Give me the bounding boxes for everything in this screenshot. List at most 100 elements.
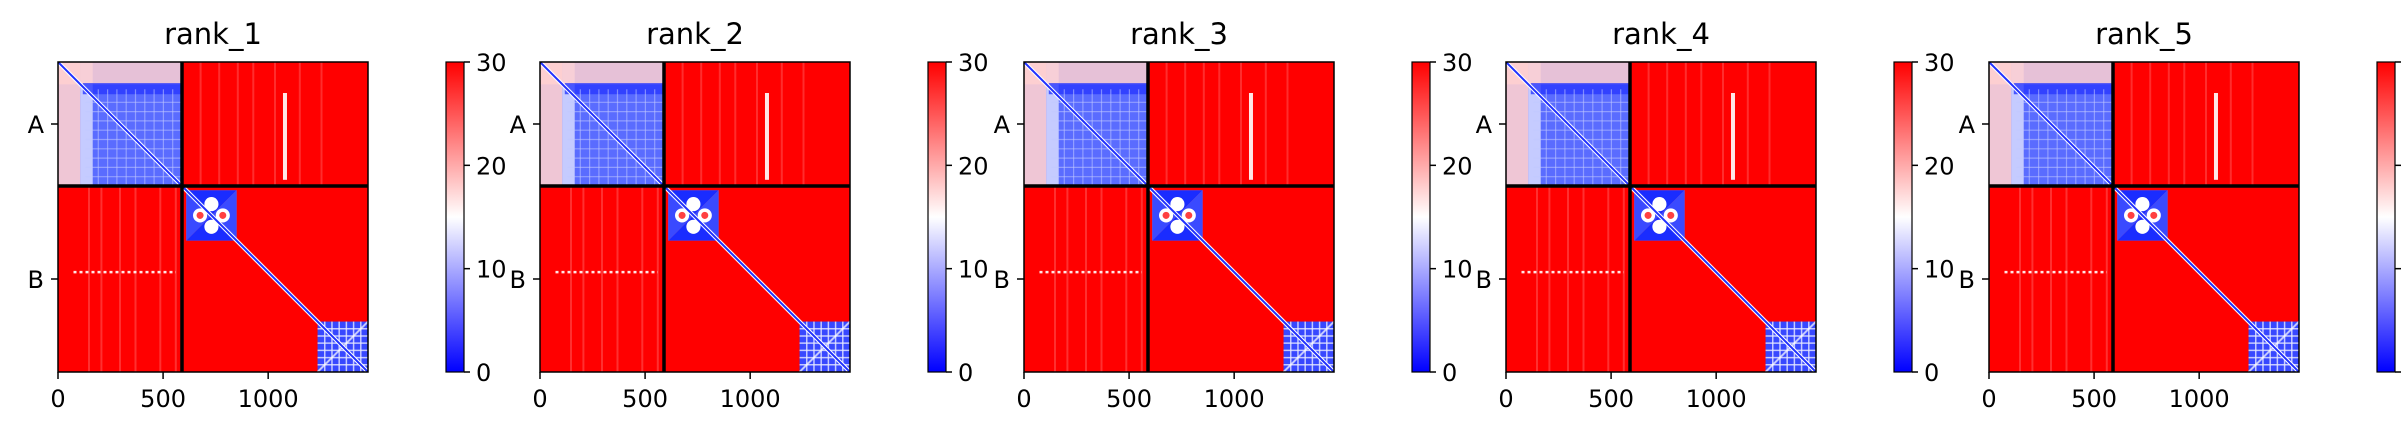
- colorbar-tick-label: 0: [1442, 359, 1457, 387]
- colorbar-tick-label: 30: [1442, 49, 1473, 77]
- chain-label: A: [28, 111, 45, 139]
- colorbar-tick-label: 10: [958, 256, 989, 284]
- colorbar-tick-label: 10: [476, 256, 507, 284]
- colorbar-tick-label: 0: [958, 359, 973, 387]
- colorbar-tick-label: 10: [1924, 256, 1955, 284]
- interface-stripe: [1248, 93, 1253, 180]
- x-tick-label: 0: [532, 385, 547, 413]
- x-tick-label: 1000: [1686, 385, 1747, 413]
- domainB1-core: [2150, 211, 2158, 219]
- chain-label: B: [510, 266, 526, 294]
- interface-stripe: [2213, 93, 2218, 180]
- domainB1-hole: [1652, 197, 1667, 212]
- diagonal: [1024, 62, 1334, 372]
- chain-label: B: [1476, 266, 1492, 294]
- x-tick-label: 0: [1498, 385, 1513, 413]
- chainA-left-edge: [1989, 62, 2012, 186]
- panel-title: rank_5: [2095, 17, 2193, 51]
- domainB1-hole: [686, 219, 701, 234]
- colorbar-tick-label: 20: [1924, 152, 1955, 180]
- x-tick-label: 0: [1981, 385, 1996, 413]
- x-tick-label: 1000: [2169, 385, 2230, 413]
- diagonal: [540, 62, 850, 372]
- domainB1-hole: [204, 219, 219, 234]
- chain-label: A: [1476, 111, 1493, 139]
- chain-label: A: [510, 111, 527, 139]
- x-tick-label: 500: [1106, 385, 1152, 413]
- chainA-helix-band: [1530, 83, 1630, 95]
- chainA-helix-band: [564, 83, 664, 95]
- heatmap-area: [1989, 62, 2299, 372]
- domainB1-core: [1185, 211, 1193, 219]
- domainB1-hole: [2135, 219, 2150, 234]
- domainB1-hole: [1170, 219, 1185, 234]
- interface-stripe: [1730, 93, 1735, 180]
- panel-rank_4: rank_4 A B 0 500 1000 0 10 20 30: [1476, 17, 1955, 413]
- chainA-left-edge: [58, 62, 81, 186]
- colorbar: [2376, 61, 2396, 373]
- diagonal: [58, 62, 368, 372]
- colorbar: [1411, 61, 1431, 373]
- colorbar-tick-label: 10: [1442, 256, 1473, 284]
- chain-label: B: [1959, 266, 1975, 294]
- chainA-left-edge: [1506, 62, 1529, 186]
- domainB1-hole: [2135, 197, 2150, 212]
- heatmap-area: [58, 62, 368, 372]
- chain-label: A: [1959, 111, 1976, 139]
- colorbar-tick-label: 30: [958, 49, 989, 77]
- panel-title: rank_1: [164, 17, 262, 51]
- chainA-top-edge: [58, 62, 182, 85]
- x-tick-label: 500: [1588, 385, 1634, 413]
- colorbar-tick-label: 30: [476, 49, 507, 77]
- domainB1-hole: [686, 197, 701, 212]
- domainB1-core: [678, 211, 686, 219]
- domainB1-hole: [1170, 197, 1185, 212]
- chainA-left-edge: [540, 62, 563, 186]
- domainB1-core: [196, 211, 204, 219]
- chainA-left-edge: [1024, 62, 1047, 186]
- chain-label: A: [994, 111, 1011, 139]
- x-tick-label: 500: [2071, 385, 2117, 413]
- chainA-top-edge: [540, 62, 664, 85]
- domainB1-core: [1644, 211, 1652, 219]
- panel-rank_3: rank_3 A B 0 500 1000 0 10 20 30: [994, 17, 1473, 413]
- chain-label: B: [28, 266, 44, 294]
- heatmap-area: [540, 62, 850, 372]
- diagonal: [1989, 62, 2299, 372]
- chainA-helix-band: [82, 83, 182, 95]
- domainB1-hole: [1652, 219, 1667, 234]
- chainA-top-edge: [1024, 62, 1148, 85]
- panel-rank_1: rank_1 A B 0 500 1000 0 10 20 30: [28, 17, 507, 413]
- colorbar-tick-label: 30: [1924, 49, 1955, 77]
- domainB1-core: [1667, 211, 1675, 219]
- x-tick-label: 1000: [720, 385, 781, 413]
- domainB1-core: [701, 211, 709, 219]
- panel-title: rank_3: [1130, 17, 1228, 51]
- panel-title: rank_4: [1612, 17, 1710, 51]
- chainA-helix-band: [2013, 83, 2113, 95]
- colorbar-tick-label: 0: [1924, 359, 1939, 387]
- interface-stripe: [764, 93, 769, 180]
- x-tick-label: 1000: [238, 385, 299, 413]
- x-tick-label: 500: [140, 385, 186, 413]
- colorbar-tick-label: 20: [958, 152, 989, 180]
- panel-title: rank_2: [646, 17, 744, 51]
- x-tick-label: 0: [50, 385, 65, 413]
- chainA-top-edge: [1989, 62, 2113, 85]
- domainB1-hole: [204, 197, 219, 212]
- colorbar: [927, 61, 947, 373]
- plot-frame: [1023, 61, 1335, 373]
- heatmap-area: [1506, 62, 1816, 372]
- domainB1-core: [2127, 211, 2135, 219]
- diagonal: [1506, 62, 1816, 372]
- heatmap-area: [1024, 62, 1334, 372]
- plot-frame: [1988, 61, 2300, 373]
- x-tick-label: 0: [1016, 385, 1031, 413]
- chain-label: B: [994, 266, 1010, 294]
- colorbar-tick-label: 20: [476, 152, 507, 180]
- chainA-top-edge: [1506, 62, 1630, 85]
- plot-frame: [57, 61, 369, 373]
- colorbar: [1893, 61, 1913, 373]
- panel-rank_5: rank_5AB050010000102030: [1959, 17, 2401, 413]
